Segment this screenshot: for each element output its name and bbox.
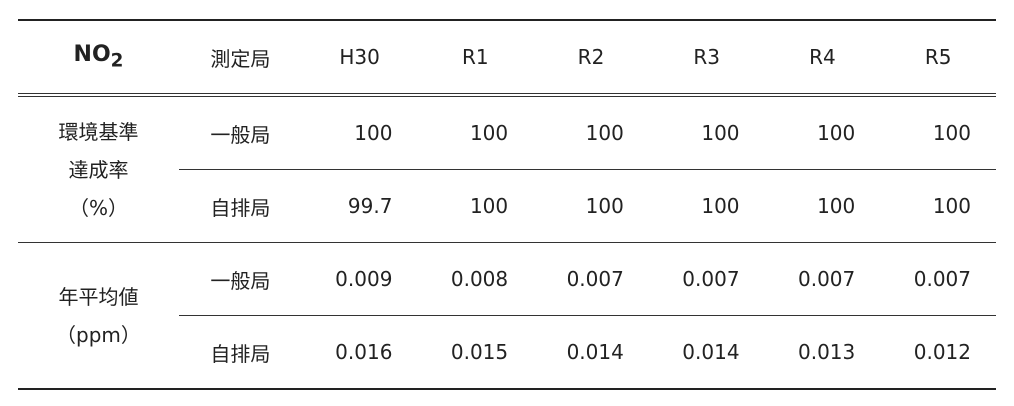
pollutant-header: NO2 bbox=[18, 20, 179, 97]
value-cell: 0.008 bbox=[417, 242, 534, 316]
value-cell: 0.014 bbox=[648, 315, 765, 390]
value-cell: 100 bbox=[533, 169, 649, 243]
year-header: R5 bbox=[880, 20, 996, 97]
data-row: 自排局 99.7 100 100 100 100 100 bbox=[18, 169, 996, 243]
value-cell: 99.7 bbox=[301, 169, 418, 243]
value-cell: 0.014 bbox=[533, 315, 649, 390]
value-cell: 100 bbox=[648, 95, 765, 170]
year-header: R2 bbox=[533, 20, 649, 97]
header-row: NO2 測定局 H30 R1 R2 R3 R4 R5 bbox=[18, 20, 996, 97]
value-cell: 100 bbox=[880, 169, 996, 243]
data-row: 自排局 0.016 0.015 0.014 0.014 0.013 0.012 bbox=[18, 315, 996, 390]
pollutant-subscript: 2 bbox=[110, 50, 124, 72]
station-type: 一般局 bbox=[178, 242, 302, 316]
value-cell: 100 bbox=[764, 95, 881, 170]
year-header: H30 bbox=[301, 20, 418, 97]
station-header: 測定局 bbox=[178, 20, 302, 97]
group-label: 環境基準達成率 （%） bbox=[18, 95, 179, 243]
table-head: NO2 測定局 H30 R1 R2 R3 R4 R5 bbox=[18, 20, 996, 97]
value-cell: 0.007 bbox=[533, 242, 649, 316]
value-cell: 0.012 bbox=[880, 315, 996, 390]
station-type: 自排局 bbox=[178, 315, 302, 390]
value-cell: 100 bbox=[533, 95, 649, 170]
value-cell: 100 bbox=[764, 169, 881, 243]
group-label-line: （ppm） bbox=[56, 322, 141, 347]
table-body: 環境基準 達成率 （%） 一般局 100 100 100 100 100 100 自排局 99.7 10… bbox=[18, 95, 996, 390]
data-row: 年平均値 （ppm） 一般局 0.009 0.008 0.007 0.007 0.007 0.0… bbox=[18, 242, 996, 390]
value-cell: 0.013 bbox=[764, 315, 881, 390]
value-cell: 0.009 bbox=[301, 242, 418, 316]
value-cell: 100 bbox=[417, 95, 534, 170]
value-cell: 0.016 bbox=[301, 315, 418, 390]
group-label-line: 環境基準 bbox=[58, 119, 139, 144]
year-header: R3 bbox=[648, 20, 765, 97]
value-cell: 0.007 bbox=[648, 242, 765, 316]
value-cell: 100 bbox=[301, 95, 418, 170]
value-cell: 100 bbox=[648, 169, 765, 243]
group-label-line: 年平均値 bbox=[58, 284, 139, 309]
station-type: 一般局 bbox=[178, 95, 302, 170]
data-row: 環境基準 達成率 （%） 一般局 100 100 100 100 100 100 bbox=[18, 95, 996, 243]
value-cell: 100 bbox=[417, 169, 534, 243]
value-cell: 0.007 bbox=[764, 242, 881, 316]
year-header: R1 bbox=[417, 20, 534, 97]
value-cell: 100 bbox=[880, 95, 996, 170]
group-label-line: （%） bbox=[68, 195, 128, 220]
data-table: NO2 測定局 H30 R1 R2 R3 R4 R5 環境基準 達成率 （%） 一般局 100 100… bbox=[18, 19, 996, 390]
group-label: 年平均値 （ppm） bbox=[18, 242, 179, 390]
pollutant: NO bbox=[73, 42, 111, 68]
year-header: R4 bbox=[764, 20, 881, 97]
group-label-line: 達成率 bbox=[68, 157, 129, 182]
value-cell: 0.007 bbox=[880, 242, 996, 316]
station-type: 自排局 bbox=[178, 169, 302, 243]
value-cell: 0.015 bbox=[417, 315, 534, 390]
